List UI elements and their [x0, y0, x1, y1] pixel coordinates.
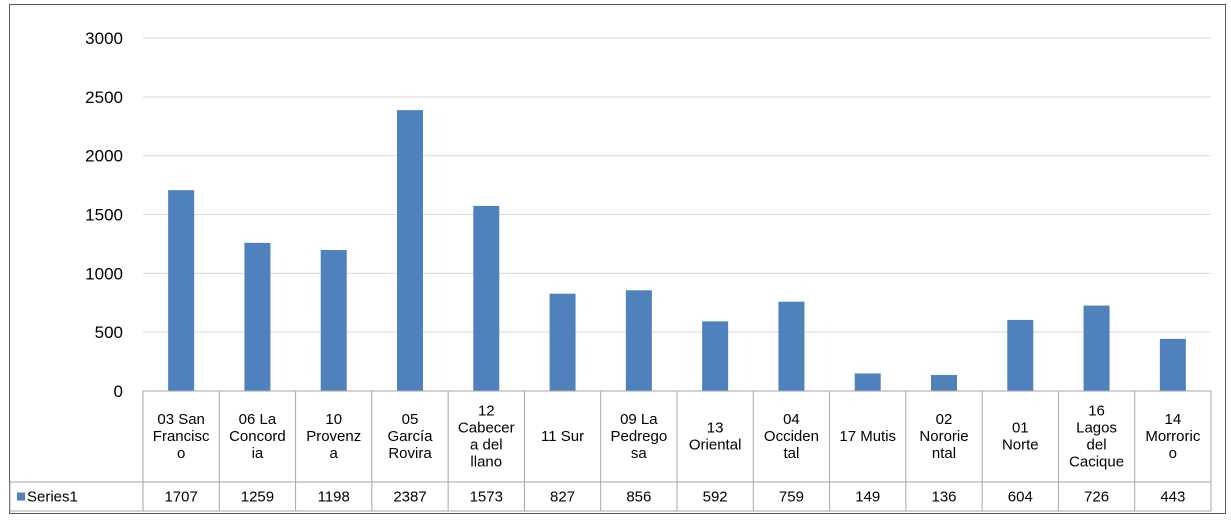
legend-swatch — [17, 492, 25, 501]
chart-frame — [9, 4, 1226, 514]
bar — [1159, 338, 1186, 391]
category-label: 09 La Pedrego sa — [610, 411, 667, 462]
y-tick-label: 2500 — [85, 88, 123, 107]
data-value-label: 759 — [779, 489, 804, 506]
y-tick-label: 2000 — [85, 147, 123, 166]
category-label: 04 Occiden tal — [764, 411, 819, 462]
category-label: 01 Norte — [1002, 420, 1039, 454]
y-tick-label: 3000 — [85, 29, 123, 48]
category-label: 02 Nororie ntal — [919, 411, 968, 462]
bar — [854, 373, 881, 391]
y-tick-label: 500 — [95, 323, 123, 342]
bar — [1083, 305, 1110, 391]
bar — [168, 190, 195, 391]
data-value-label: 592 — [703, 489, 728, 506]
data-value-label: 604 — [1008, 489, 1033, 506]
data-value-label: 149 — [855, 489, 880, 506]
data-value-label: 856 — [626, 489, 651, 506]
data-value-label: 1573 — [470, 489, 503, 506]
data-value-label: 443 — [1160, 489, 1185, 506]
bar — [931, 374, 957, 391]
bars — [168, 110, 1186, 391]
data-value-label: 1707 — [164, 489, 197, 506]
category-label: 10 Provenz a — [306, 411, 361, 462]
y-tick-label: 0 — [114, 382, 123, 401]
category-label: 12 Cabecer a del llano — [458, 403, 515, 471]
category-label: 14 Morroric o — [1145, 411, 1200, 462]
bar — [1007, 319, 1034, 391]
bar — [702, 321, 729, 391]
bar — [397, 110, 423, 391]
data-table: 03 San Francisc o 06 La Concord ia 10 Provenz a 0… — [9, 390, 1212, 512]
bar — [473, 205, 500, 391]
category-label: 03 San Francisc o — [153, 411, 210, 462]
data-value-label: 1259 — [241, 489, 274, 506]
bar — [625, 290, 652, 391]
y-tick-label: 1000 — [85, 264, 123, 283]
data-value-label: 2387 — [393, 489, 426, 506]
category-label: 06 La Concord ia — [229, 411, 286, 462]
category-label: 05 García Rovira — [387, 411, 433, 462]
bar — [549, 293, 576, 391]
bar — [244, 242, 271, 391]
bar — [320, 250, 347, 391]
y-axis-ticks: 0 500 1000 1500 2000 2500 3000 — [85, 29, 123, 401]
category-label: 11 Sur — [541, 428, 584, 445]
category-label: 13 Oriental — [689, 420, 742, 454]
data-value-label: 136 — [931, 489, 956, 506]
data-value-label: 1198 — [318, 489, 350, 506]
data-value-label: 726 — [1084, 489, 1109, 506]
y-tick-label: 1500 — [85, 206, 123, 225]
category-label: 16 Lagos del Cacique — [1069, 403, 1124, 471]
gridlines — [143, 37, 1211, 333]
category-label: 17 Mutis — [839, 428, 896, 445]
legend-series-name: Series1 — [27, 489, 78, 506]
data-value-label: 827 — [550, 489, 575, 506]
bar — [778, 301, 805, 391]
